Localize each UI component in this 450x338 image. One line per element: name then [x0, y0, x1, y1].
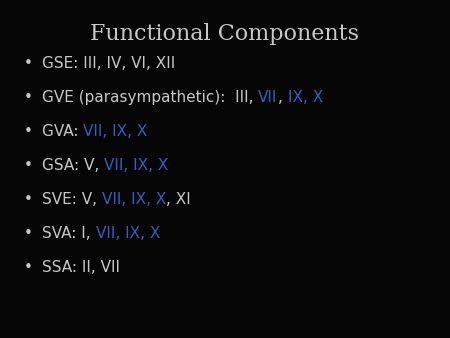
Text: VII: VII [258, 90, 278, 105]
Text: VII, IX, X: VII, IX, X [102, 192, 166, 207]
Text: GSE: III, IV, VI, XII: GSE: III, IV, VI, XII [42, 56, 175, 71]
Text: •: • [23, 192, 32, 207]
Text: SVA: I,: SVA: I, [42, 226, 95, 241]
Text: •: • [23, 124, 32, 139]
Text: •: • [23, 158, 32, 173]
Text: GVE (parasympathetic):  III,: GVE (parasympathetic): III, [42, 90, 258, 105]
Text: IX, X: IX, X [288, 90, 323, 105]
Text: VII, IX, X: VII, IX, X [104, 158, 168, 173]
Text: VII, IX, X: VII, IX, X [95, 226, 160, 241]
Text: GVA:: GVA: [42, 124, 83, 139]
Text: GSA: V,: GSA: V, [42, 158, 104, 173]
Text: •: • [23, 260, 32, 275]
Text: SSA: II, VII: SSA: II, VII [42, 260, 120, 275]
Text: SVE: V,: SVE: V, [42, 192, 102, 207]
Text: •: • [23, 56, 32, 71]
Text: ,: , [278, 90, 288, 105]
Text: •: • [23, 226, 32, 241]
Text: , XI: , XI [166, 192, 191, 207]
Text: VII, IX, X: VII, IX, X [83, 124, 148, 139]
Text: •: • [23, 90, 32, 105]
Text: Functional Components: Functional Components [90, 23, 360, 45]
